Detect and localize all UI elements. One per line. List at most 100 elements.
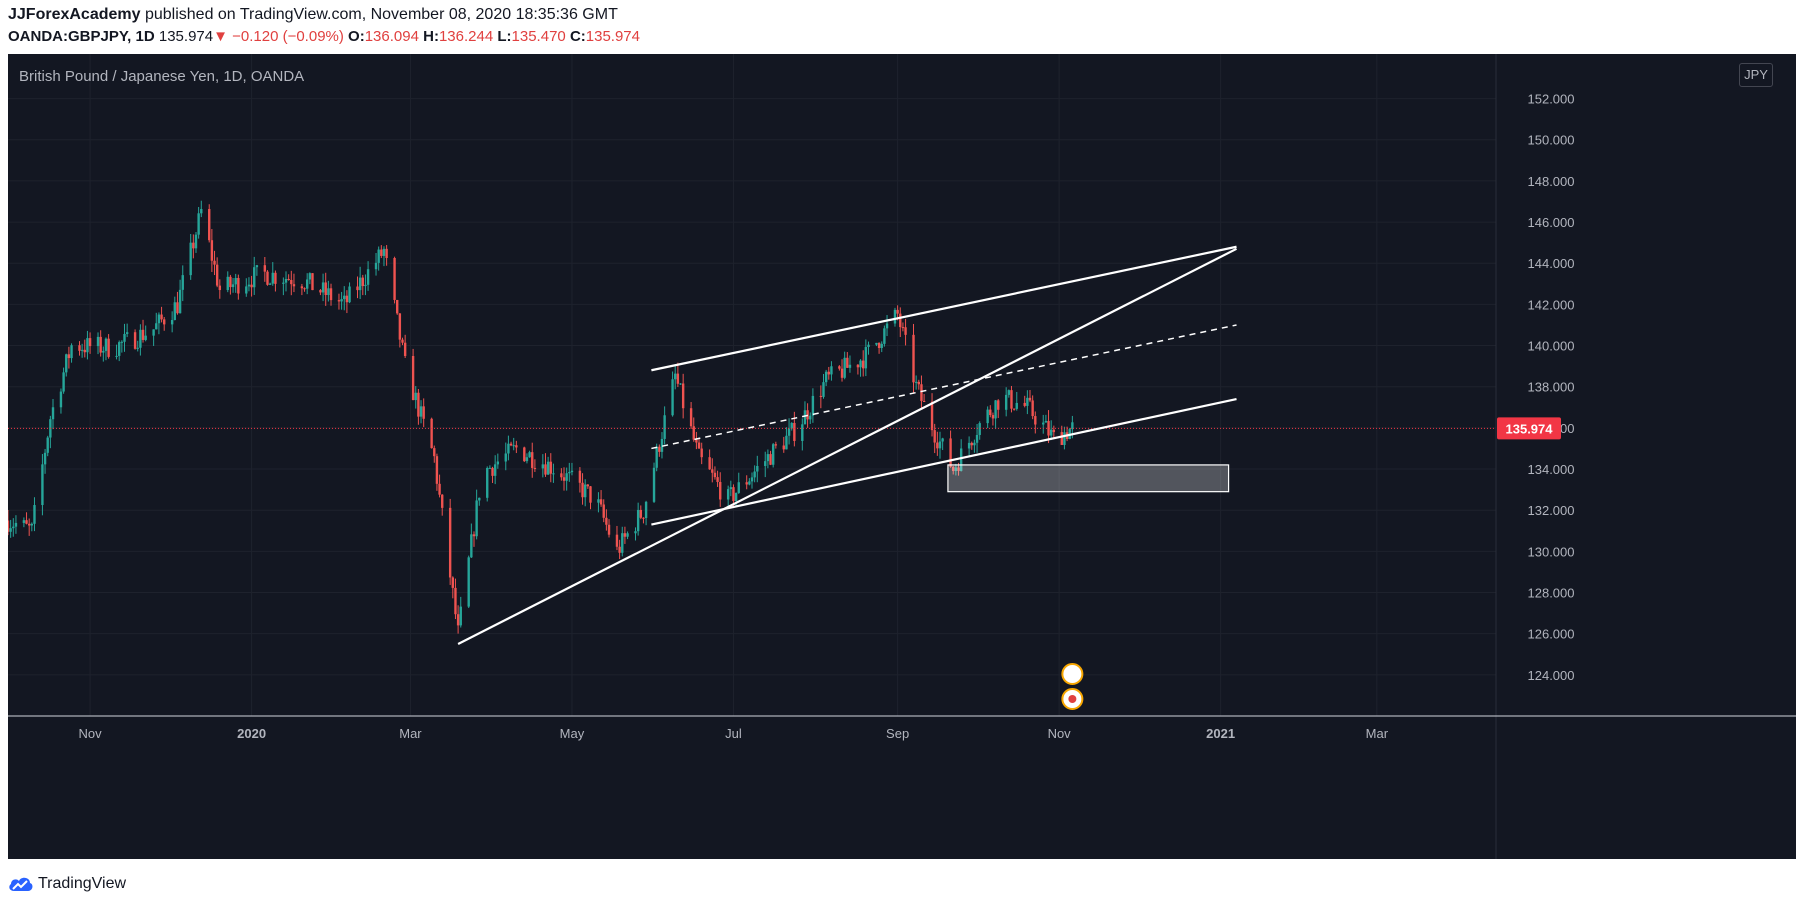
candle-body — [748, 481, 751, 485]
tradingview-logo[interactable]: TradingView — [8, 873, 126, 895]
candle-body — [634, 531, 637, 534]
event-markers[interactable] — [1061, 663, 1084, 710]
candle-body — [361, 277, 364, 287]
candle-body — [200, 209, 203, 214]
high-value: 136.244 — [438, 28, 494, 45]
close-value: 135.974 — [585, 28, 640, 45]
candle-body — [660, 438, 664, 452]
candle-body — [62, 372, 65, 392]
candle-body — [43, 452, 47, 465]
candle-body — [491, 467, 494, 476]
candle-body — [255, 265, 259, 268]
candle-body — [234, 277, 237, 285]
candle-body — [1047, 420, 1050, 436]
x-tick-label: Jul — [725, 726, 742, 741]
candle-body — [237, 277, 240, 294]
candle-body — [59, 391, 63, 408]
candle-body — [382, 248, 386, 256]
y-tick-label: 132.000 — [1528, 503, 1575, 518]
low-value: 135.470 — [511, 28, 566, 45]
candle-body — [231, 284, 235, 288]
candle-body — [562, 477, 566, 481]
candle-body — [544, 464, 547, 475]
candle-body — [986, 409, 989, 424]
candle-body — [658, 446, 661, 452]
candle-body — [8, 520, 10, 532]
candle-body — [358, 277, 362, 291]
candle-body — [303, 288, 306, 290]
candle-body — [893, 309, 897, 324]
candle-body — [1060, 432, 1063, 445]
candle-body — [144, 335, 147, 340]
candle-body — [920, 384, 923, 401]
x-tick-label: Sep — [886, 726, 909, 741]
candle-body — [12, 526, 15, 529]
currency-badge[interactable]: JPY — [1739, 63, 1773, 87]
candle-body — [933, 430, 936, 443]
candle-body — [840, 368, 844, 378]
candle-body — [676, 373, 680, 384]
grid — [8, 54, 1496, 716]
candle-body — [274, 272, 277, 284]
candle-body — [1031, 400, 1034, 417]
candle-body — [396, 299, 399, 314]
candle-body — [1015, 402, 1018, 409]
chart-title: British Pound / Japanese Yen, 1D, OANDA — [19, 68, 305, 85]
candle-body — [941, 438, 944, 442]
price-chart[interactable]: 152.000 150.000 148.000 146.000 144.000 142.0… — [8, 54, 1796, 859]
candle-body — [975, 434, 979, 443]
candle-body — [793, 422, 796, 441]
candle-body — [695, 439, 698, 443]
candle-body — [435, 456, 439, 484]
symbol-label: OANDA:GBPJPY, 1D — [8, 28, 155, 45]
candle-body — [70, 345, 73, 359]
candle-body — [1028, 397, 1032, 401]
x-tick-label: 2020 — [237, 726, 266, 741]
candle-body — [952, 466, 955, 472]
candle-body — [133, 332, 137, 349]
candle-body — [247, 284, 251, 287]
candle-body — [750, 477, 754, 482]
y-tick-label: 140.000 — [1528, 339, 1575, 354]
candle-body — [655, 446, 658, 468]
candle-body — [843, 357, 846, 378]
candle-body — [1034, 416, 1037, 425]
candle-body — [570, 470, 574, 473]
candle-body — [1042, 422, 1045, 425]
tradingview-brand: TradingView — [38, 875, 127, 892]
candle-body — [157, 314, 161, 324]
candle-body — [652, 467, 656, 502]
chart-panel[interactable]: 152.000 150.000 148.000 146.000 144.000 142.0… — [8, 54, 1796, 859]
candle-body — [581, 482, 584, 498]
candle-body — [152, 329, 155, 336]
candle-body — [785, 435, 788, 450]
candle-body — [208, 209, 211, 241]
candle-body — [618, 546, 621, 553]
candle-body — [782, 445, 785, 450]
candle-body — [329, 288, 333, 301]
candle-body — [321, 282, 325, 293]
candle-body — [597, 499, 600, 503]
candle-body — [769, 454, 772, 465]
drawings[interactable] — [457, 245, 1238, 645]
candle-body — [936, 442, 939, 449]
author-name[interactable]: JJForexAcademy — [8, 6, 141, 23]
x-tick-label: May — [560, 726, 585, 741]
candle-body — [583, 484, 587, 498]
y-tick-label: 128.000 — [1528, 586, 1575, 601]
candle-body — [716, 477, 719, 482]
candle-body — [565, 473, 568, 481]
candle-body — [586, 484, 590, 487]
japan-flag-dot-icon — [1068, 695, 1077, 703]
candle-body — [883, 328, 886, 344]
candle-body — [88, 338, 92, 347]
candle-body — [864, 347, 868, 369]
candle-body — [403, 342, 407, 357]
candle-body — [1063, 432, 1066, 445]
candle-body — [51, 407, 55, 420]
candle-body — [949, 438, 952, 467]
candle-body — [380, 249, 383, 256]
candle-body — [459, 606, 462, 626]
candle-body — [160, 314, 163, 320]
published-text: published on TradingView.com, November 0… — [140, 6, 618, 23]
